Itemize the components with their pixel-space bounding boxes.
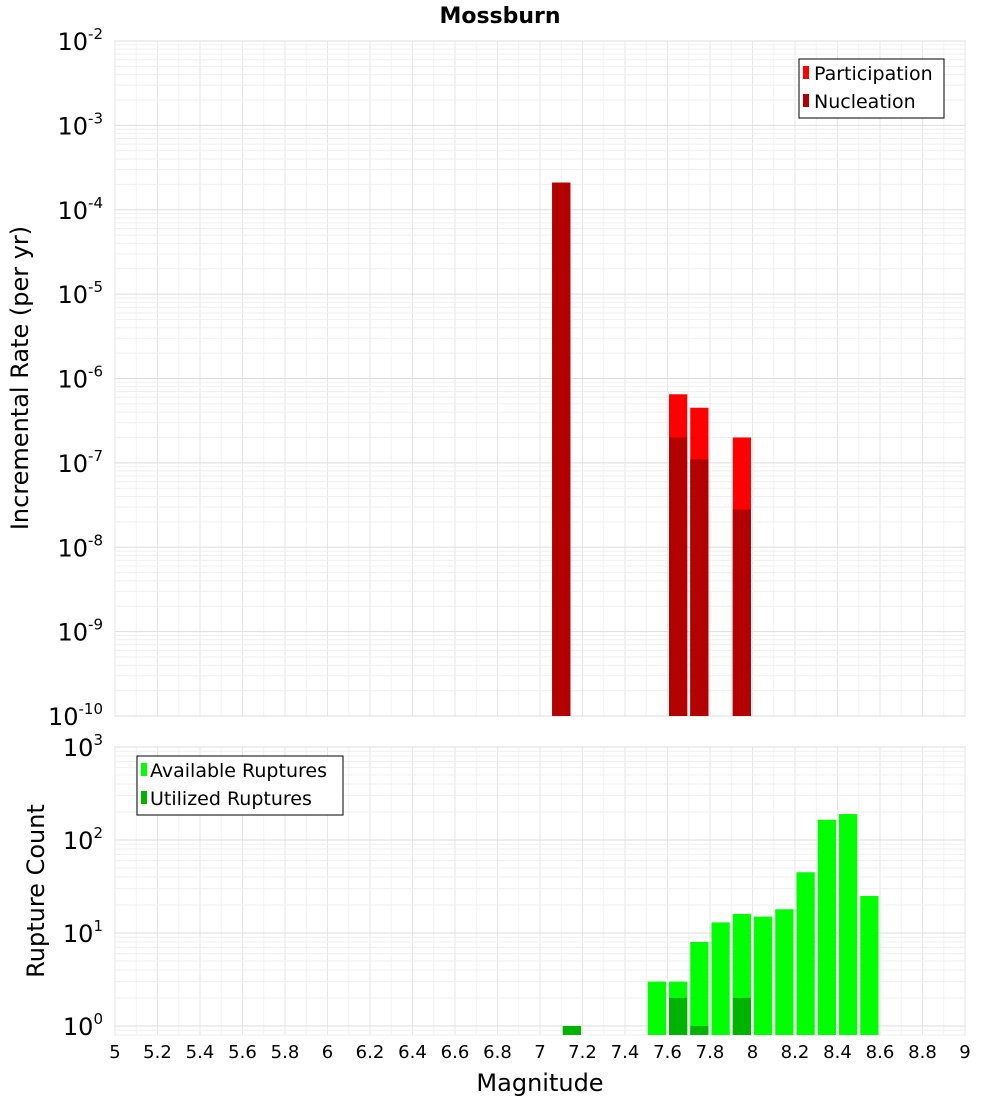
x-tick-label: 7: [534, 1042, 545, 1063]
bar-utilized-ruptures: [562, 1025, 581, 1035]
y-tick-label: 10-10: [48, 700, 103, 731]
x-tick-label: 9: [959, 1042, 970, 1063]
y-tick-label: 100: [63, 1010, 103, 1041]
bar-utilized-ruptures: [690, 1025, 709, 1035]
legend-label-participation: Participation: [814, 63, 933, 85]
bar-available-ruptures: [690, 942, 709, 1035]
bar-nucleation: [552, 182, 571, 716]
top-legend-box: [798, 58, 945, 119]
bar-available-ruptures: [775, 909, 794, 1035]
top-plot: 10-2 10-3 10-4 10-5 10-6 10-7 10-8 10-9 10-10 In…: [6, 25, 966, 731]
x-tick-label: 7.8: [696, 1042, 725, 1063]
y-tick-label: 10-5: [57, 278, 103, 309]
x-tick-label: 5: [109, 1042, 120, 1063]
x-tick-label: 6.2: [356, 1042, 385, 1063]
x-tick-label: 6.4: [398, 1042, 427, 1063]
x-tick-label: 5.2: [143, 1042, 172, 1063]
bar-available-ruptures: [754, 916, 773, 1035]
top-grid: [114, 40, 966, 717]
x-tick-label: 6.8: [483, 1042, 512, 1063]
bottom-bars: [562, 814, 879, 1035]
x-tick-label: 8.6: [866, 1042, 895, 1063]
bar-nucleation: [669, 437, 688, 716]
x-tick-label: 7.6: [653, 1042, 682, 1063]
x-tick-labels: 5 5.2 5.4 5.6 5.8 6 6.2 6.4 6.6 6.8 7 7.2 7.4 7.6 7.8 8…: [109, 1042, 970, 1063]
legend-swatch-utilized: [141, 791, 147, 804]
y-tick-label: 10-6: [57, 363, 103, 394]
bar-available-ruptures: [860, 895, 879, 1035]
top-y-tick-labels: 10-2 10-3 10-4 10-5 10-6 10-7 10-8 10-9 10-10: [48, 25, 103, 731]
x-tick-label: 5.4: [186, 1042, 215, 1063]
y-tick-label: 102: [63, 824, 103, 855]
x-tick-label: 6.6: [441, 1042, 470, 1063]
bar-available-ruptures: [711, 922, 730, 1035]
y-tick-label: 10-8: [57, 531, 103, 562]
bottom-y-axis-label: Rupture Count: [22, 804, 50, 978]
x-tick-label: 8.8: [908, 1042, 937, 1063]
y-tick-label: 10-4: [57, 194, 103, 225]
x-tick-label: 8.4: [823, 1042, 852, 1063]
x-tick-label: 8.2: [781, 1042, 810, 1063]
y-tick-label: 10-3: [57, 109, 103, 140]
bar-available-ruptures: [796, 872, 815, 1035]
bar-available-ruptures: [817, 819, 836, 1035]
x-tick-label: 7.2: [568, 1042, 597, 1063]
x-tick-label: 6: [322, 1042, 333, 1063]
y-tick-label: 10-9: [57, 616, 103, 647]
legend-label-utilized: Utilized Ruptures: [150, 788, 312, 810]
legend-swatch-nucleation: [803, 94, 809, 107]
bottom-y-tick-labels: 103 102 101 100: [63, 731, 103, 1041]
bottom-legend-box: [136, 755, 344, 816]
bar-available-ruptures: [647, 981, 666, 1035]
top-y-axis-label: Incremental Rate (per yr): [6, 226, 34, 530]
bar-nucleation: [732, 509, 751, 716]
top-bars: [552, 182, 751, 716]
bar-utilized-ruptures: [669, 997, 688, 1035]
legend-swatch-participation: [803, 66, 809, 79]
y-tick-label: 101: [63, 917, 103, 948]
chart-title: Mossburn: [439, 4, 560, 29]
y-tick-label: 10-2: [57, 25, 103, 56]
y-tick-label: 103: [63, 731, 103, 762]
legend-label-available: Available Ruptures: [150, 760, 327, 782]
legend-swatch-available: [141, 763, 147, 776]
bottom-legend: Available Ruptures Utilized Ruptures: [136, 755, 344, 816]
bottom-plot: 103 102 101 100 Rupture Count Available Rup…: [22, 731, 966, 1041]
bar-available-ruptures: [839, 814, 858, 1035]
legend-label-nucleation: Nucleation: [814, 91, 916, 113]
x-axis-label: Magnitude: [476, 1069, 603, 1097]
y-tick-label: 10-7: [57, 447, 103, 478]
bar-nucleation: [690, 459, 709, 716]
x-tick-label: 8: [747, 1042, 758, 1063]
x-tick-label: 5.8: [271, 1042, 300, 1063]
top-legend: Participation Nucleation: [798, 58, 945, 119]
bar-utilized-ruptures: [732, 997, 751, 1035]
x-tick-label: 5.6: [228, 1042, 257, 1063]
x-tick-label: 7.4: [611, 1042, 640, 1063]
